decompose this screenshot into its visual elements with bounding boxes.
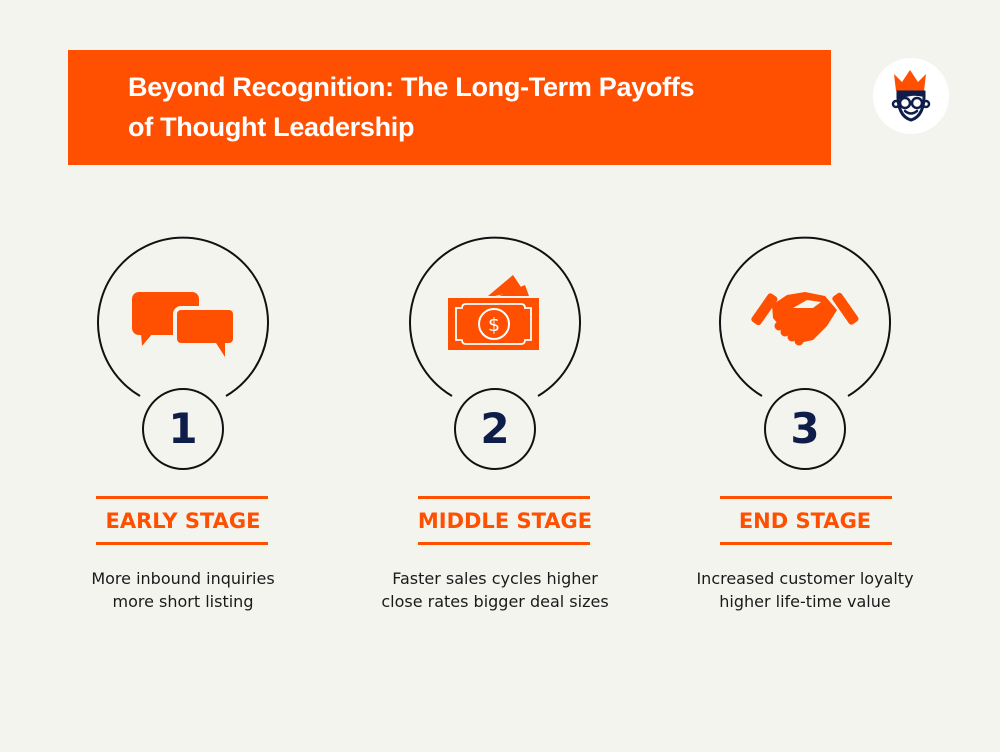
stage-number: 1 bbox=[168, 404, 198, 453]
outline-arc bbox=[719, 236, 891, 397]
stage-graphic: $ bbox=[365, 230, 625, 480]
stage-card-early: 1 EARLY STAGE More inbound inquiries mor… bbox=[53, 0, 313, 752]
number-circle bbox=[142, 388, 224, 470]
stage-card-middle: $ 2 MIDDLE STAGE Faster sales cycles hig… bbox=[365, 0, 625, 752]
outline-arc bbox=[409, 236, 581, 397]
stage-card-end: 3 END STAGE Increased customer loyalty h… bbox=[675, 0, 935, 752]
stage-description: Faster sales cycles higher close rates b… bbox=[381, 569, 609, 611]
stage-description: Increased customer loyalty higher life-t… bbox=[696, 569, 914, 611]
chat-bubbles-icon bbox=[132, 292, 237, 357]
svg-text:$: $ bbox=[488, 314, 500, 336]
stage-graphic bbox=[53, 230, 313, 480]
outline-arc bbox=[97, 236, 269, 397]
number-circle bbox=[454, 388, 536, 470]
number-circle bbox=[764, 388, 846, 470]
crowned-nerd-face-logo-icon bbox=[891, 70, 931, 122]
page-title-line-1: Beyond Recognition: The Long-Term Payoff… bbox=[128, 72, 695, 102]
top-divider bbox=[96, 496, 268, 499]
page-title-line-2: of Thought Leadership bbox=[128, 112, 415, 142]
brand-logo bbox=[873, 58, 949, 134]
bottom-divider bbox=[418, 542, 590, 545]
stage-number: 3 bbox=[790, 404, 820, 453]
top-divider bbox=[720, 496, 892, 499]
stage-label: MIDDLE STAGE bbox=[417, 509, 593, 533]
stage-graphic bbox=[675, 230, 935, 480]
stage-label: END STAGE bbox=[738, 509, 872, 533]
money-bills-icon: $ bbox=[448, 275, 539, 350]
stage-description: More inbound inquiries more short listin… bbox=[91, 569, 275, 611]
title-banner: Beyond Recognition: The Long-Term Payoff… bbox=[68, 50, 831, 165]
bottom-divider bbox=[96, 542, 268, 545]
stage-label: EARLY STAGE bbox=[105, 509, 261, 533]
bottom-divider bbox=[720, 542, 892, 545]
top-divider bbox=[418, 496, 590, 499]
handshake-icon bbox=[751, 292, 859, 346]
stage-number: 2 bbox=[480, 404, 510, 453]
